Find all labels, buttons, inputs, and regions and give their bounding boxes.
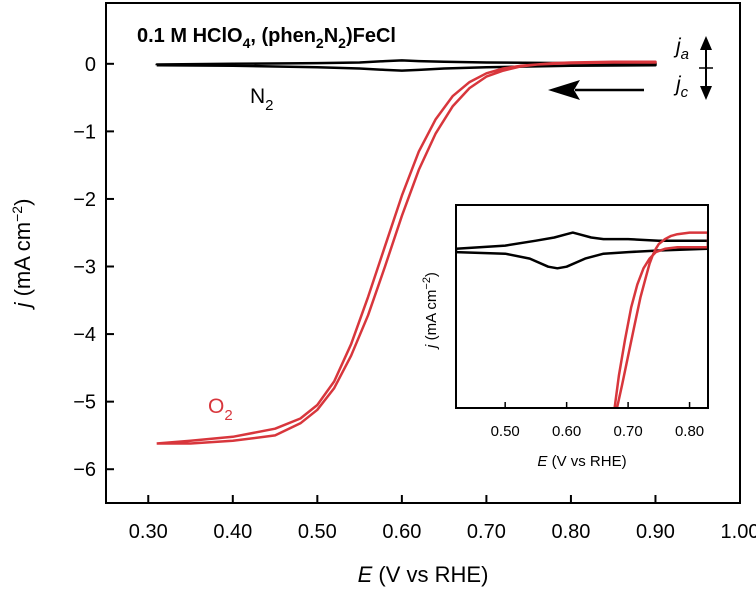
y-tick-label: −6 xyxy=(73,459,96,481)
x-tick-label: 0.90 xyxy=(636,521,675,543)
main-axis-ticks: 0.30 0.40 0.50 0.60 0.70 0.80 0.90 1.00 0 −1 −2 −3 −… xyxy=(73,54,756,543)
x-axis-label: E (V vs RHE) xyxy=(358,562,489,587)
inset-series-clip xyxy=(456,231,708,408)
main-series-group xyxy=(155,59,657,445)
y-axis-label: j (mA cm−2) xyxy=(9,199,35,311)
x-tick-label: 0.50 xyxy=(298,521,337,543)
scan-direction-arrow xyxy=(548,80,644,100)
x-tick-label: 0.70 xyxy=(467,521,506,543)
o2-series-label: O2 xyxy=(208,395,233,424)
inset-plot-frame xyxy=(455,204,709,409)
inset-x-axis-label: E (V vs RHE) xyxy=(537,453,626,470)
current-direction-indicator: ja jc xyxy=(673,35,713,101)
x-tick-label: 0.80 xyxy=(551,521,590,543)
y-tick-label: −2 xyxy=(73,189,96,211)
jc-label: jc xyxy=(673,73,689,101)
main-plot-frame xyxy=(105,2,741,504)
inset-x-tick-label: 0.70 xyxy=(613,423,642,440)
y-tick-label: −3 xyxy=(73,257,96,279)
y-tick-label: 0 xyxy=(85,54,96,76)
n2-series-label: N2 xyxy=(250,85,274,114)
inset-x-tick-label: 0.60 xyxy=(552,423,581,440)
y-tick-label: −1 xyxy=(73,121,96,143)
inset-x-tick-label: 0.50 xyxy=(491,423,520,440)
ja-label: ja xyxy=(673,35,689,63)
inset-series-group xyxy=(456,231,708,408)
inset-x-tick-label: 0.80 xyxy=(675,423,704,440)
inset-series-o2-line xyxy=(613,231,708,408)
chart-title: 0.1 M HClO4, (phen2N2)FeCl xyxy=(137,25,396,51)
y-tick-label: −5 xyxy=(73,392,96,414)
x-tick-label: 0.60 xyxy=(382,521,421,543)
x-tick-label: 0.40 xyxy=(213,521,252,543)
series-o2-line xyxy=(156,60,657,445)
x-tick-label: 1.00 xyxy=(721,521,756,543)
inset-series-n2-line xyxy=(456,231,708,270)
inset-y-axis-label: j (mA cm−2) xyxy=(421,272,440,350)
x-tick-label: 0.30 xyxy=(129,521,168,543)
inset-axis-ticks: 0.50 0.60 0.70 0.80 xyxy=(491,402,704,440)
y-tick-label: −4 xyxy=(73,324,96,346)
